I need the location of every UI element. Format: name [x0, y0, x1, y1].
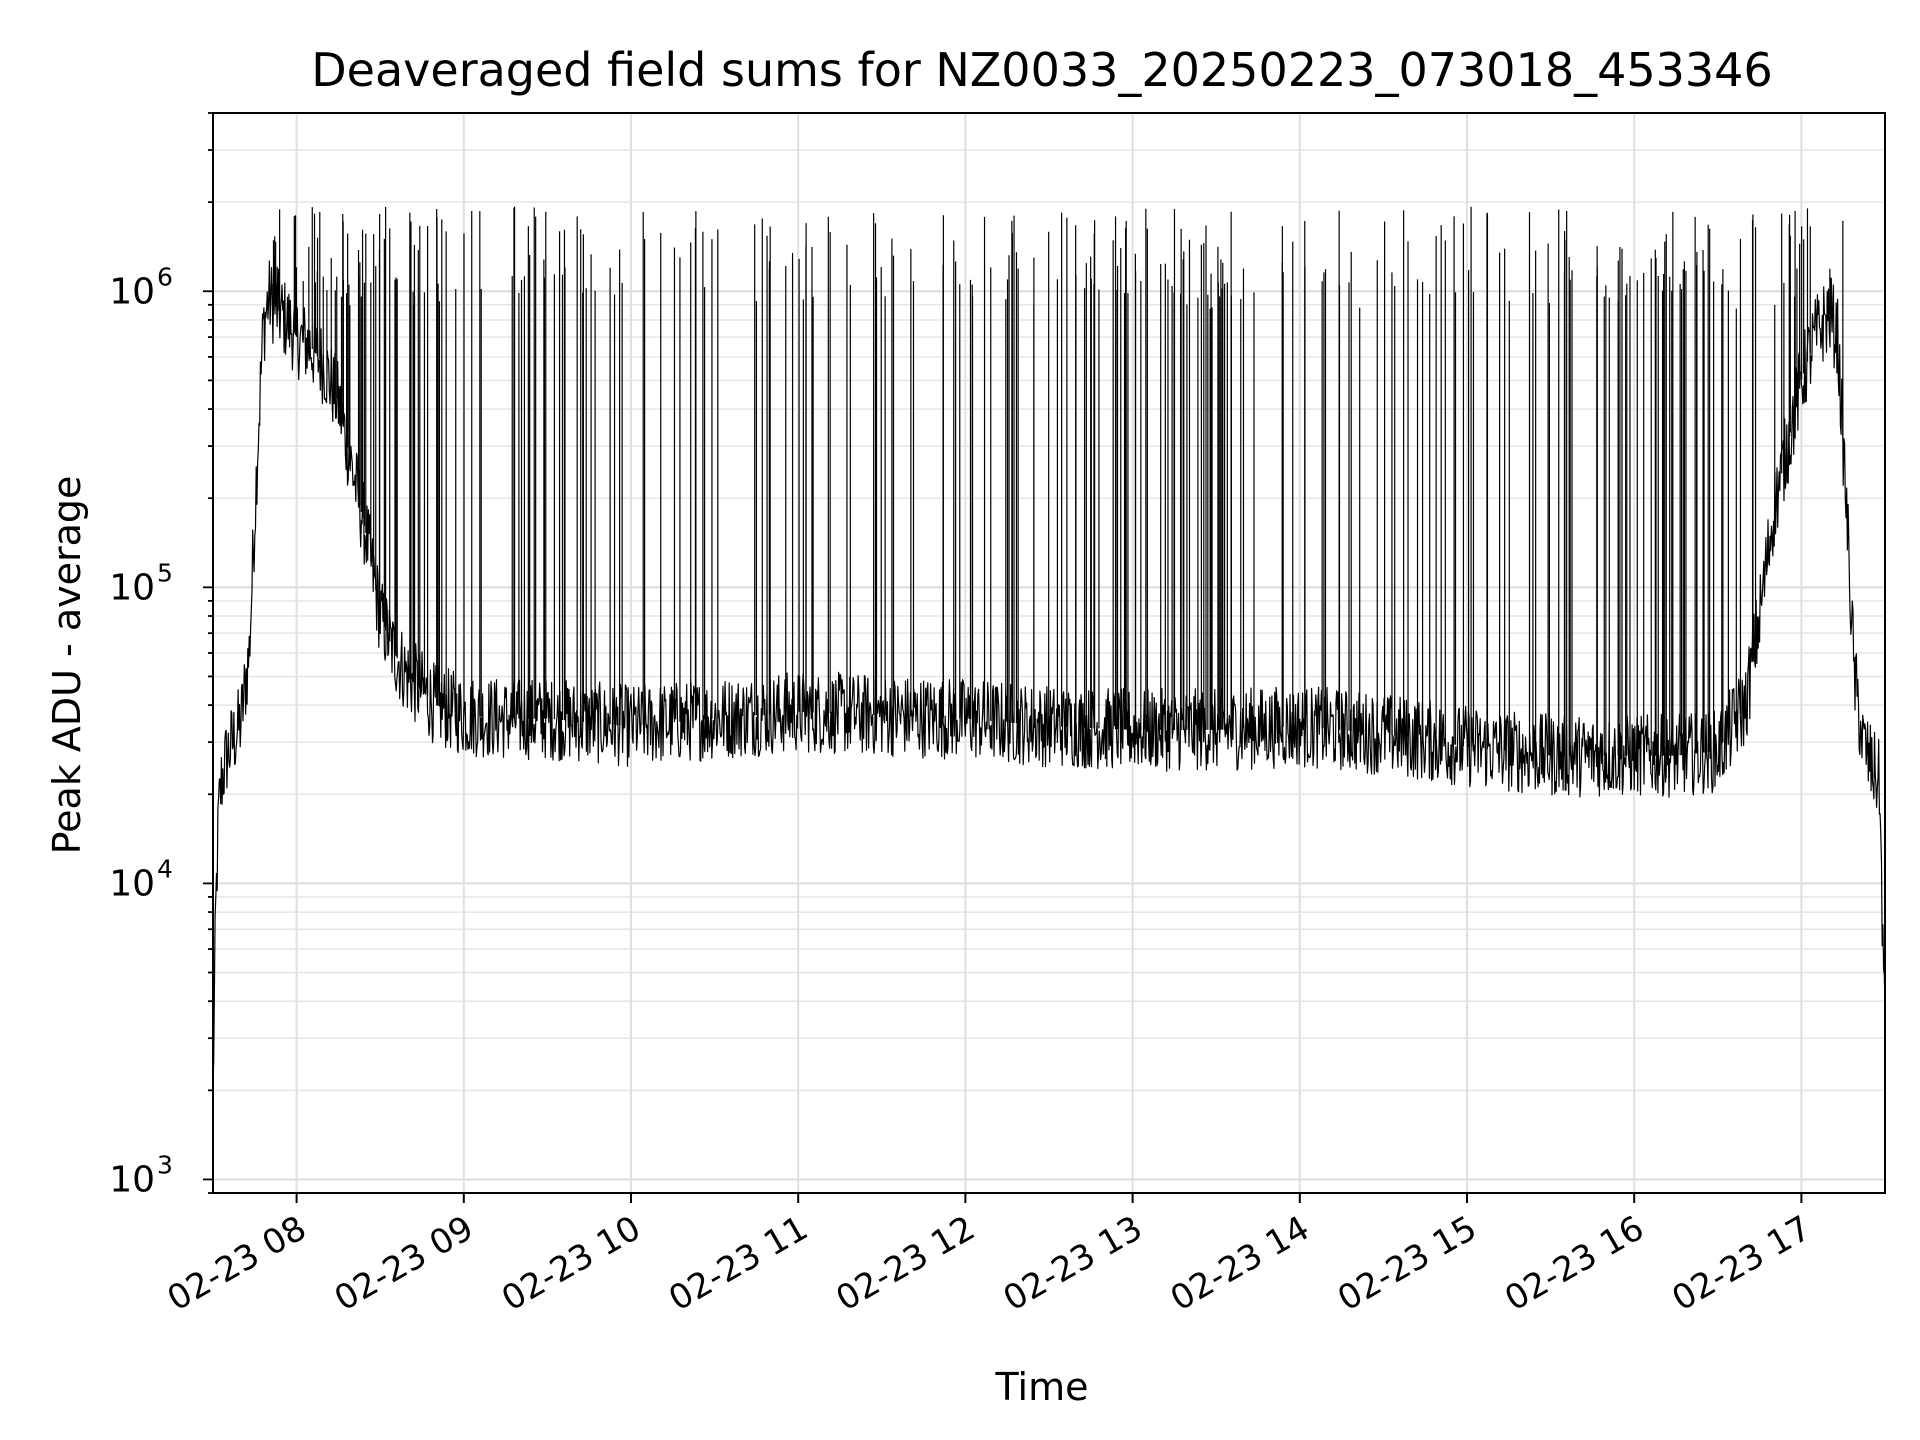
chart-title: Deaveraged field sums for NZ0033_2025022… — [311, 43, 1772, 97]
y-tick-exponent: 4 — [157, 854, 173, 883]
x-axis-label: Time — [995, 1365, 1089, 1409]
y-axis-label: Peak ADU - average — [45, 476, 89, 855]
y-tick-label: 10 — [109, 1159, 155, 1200]
y-tick-label: 10 — [109, 863, 155, 904]
plot-frame — [212, 112, 1886, 1194]
y-tick-exponent: 5 — [157, 558, 173, 587]
y-tick-exponent: 3 — [157, 1150, 173, 1179]
series-spikes — [272, 206, 1844, 756]
series-line — [212, 260, 1886, 1078]
y-tick-exponent: 6 — [157, 262, 173, 291]
y-tick-label: 10 — [109, 567, 155, 608]
y-tick-label: 10 — [109, 271, 155, 312]
